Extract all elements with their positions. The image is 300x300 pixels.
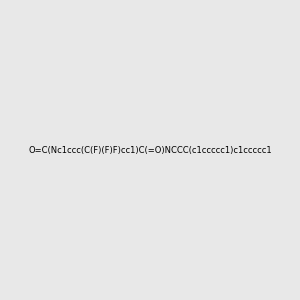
Text: O=C(Nc1ccc(C(F)(F)F)cc1)C(=O)NCCC(c1ccccc1)c1ccccc1: O=C(Nc1ccc(C(F)(F)F)cc1)C(=O)NCCC(c1cccc… bbox=[28, 146, 272, 154]
